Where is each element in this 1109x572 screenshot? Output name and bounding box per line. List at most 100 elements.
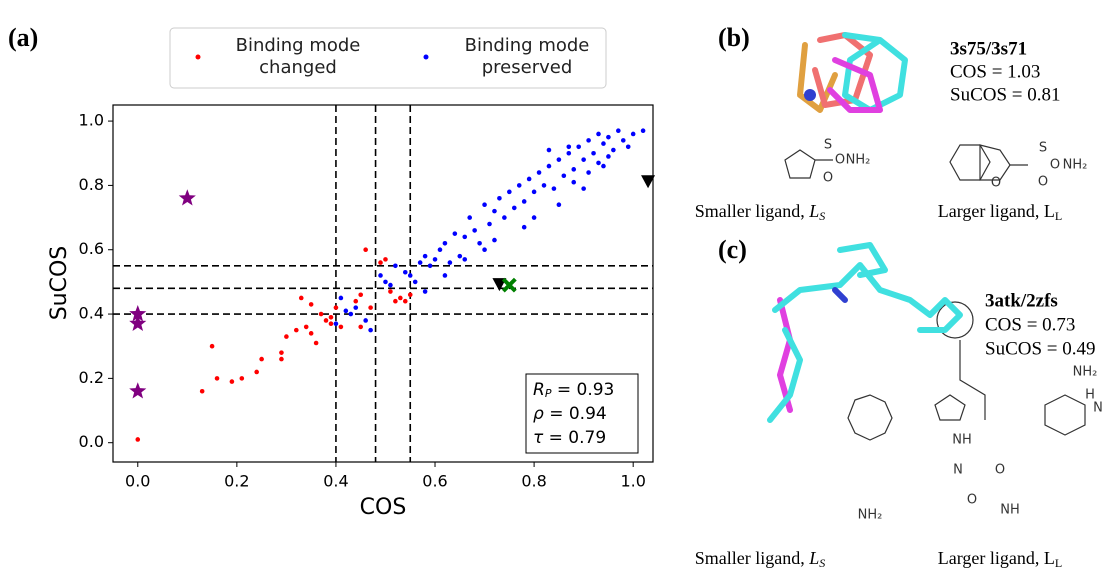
legend-marker	[196, 55, 201, 60]
point	[353, 305, 358, 310]
y-tick-label: 0.6	[79, 239, 104, 258]
point	[527, 177, 532, 182]
y-tick-label: 0.8	[79, 175, 104, 194]
point	[279, 350, 284, 355]
point	[240, 376, 245, 381]
point	[517, 183, 522, 188]
point	[576, 145, 581, 150]
y-axis-label: SuCOS	[47, 246, 72, 321]
x-tick-label: 0.4	[323, 472, 348, 491]
point	[453, 231, 458, 236]
point	[309, 331, 314, 336]
point	[368, 305, 373, 310]
point	[388, 289, 393, 294]
point	[443, 273, 448, 278]
point	[547, 148, 552, 153]
atom-label: O	[1050, 158, 1060, 173]
cos-value: COS = 0.73	[985, 314, 1075, 335]
point	[408, 273, 413, 278]
point	[626, 145, 631, 150]
atom-label: S	[824, 138, 832, 153]
point	[631, 132, 636, 137]
point	[586, 170, 591, 175]
point	[482, 247, 487, 252]
point	[334, 321, 339, 326]
point	[482, 202, 487, 207]
point	[294, 328, 299, 333]
cos-value: COS = 1.03	[950, 61, 1040, 82]
atom-label: O	[823, 171, 833, 186]
atom-label: O	[835, 153, 845, 168]
point	[522, 225, 527, 230]
point	[532, 215, 537, 220]
point	[462, 235, 467, 240]
point	[457, 254, 462, 259]
point	[393, 299, 398, 304]
atom-label: H	[1085, 388, 1095, 403]
point	[581, 157, 586, 162]
point	[210, 344, 215, 349]
point	[348, 312, 353, 317]
point	[611, 148, 616, 153]
stat-label: ρ = 0.94	[533, 404, 607, 424]
point	[542, 183, 547, 188]
stat-value: = 0.94	[544, 404, 607, 424]
point	[507, 190, 512, 195]
point	[586, 138, 591, 143]
point	[641, 128, 646, 133]
point	[378, 273, 383, 278]
panel-label: (b)	[718, 23, 750, 52]
atom-label: O	[991, 176, 1001, 191]
point	[566, 145, 571, 150]
sucos-value: SuCOS = 0.81	[950, 84, 1061, 105]
star-marker	[179, 189, 196, 205]
point	[324, 318, 329, 323]
star-marker	[129, 315, 146, 331]
point	[413, 280, 418, 285]
point	[557, 157, 562, 162]
atom-label: S	[1039, 141, 1047, 156]
figure: (a) COS SuCOS (b) 3s75/3s71 COS = 1.03 S…	[0, 0, 1109, 572]
point	[388, 283, 393, 288]
point	[621, 138, 626, 143]
point	[502, 215, 507, 220]
point	[601, 141, 606, 146]
atom-label: N	[953, 463, 963, 478]
point	[566, 151, 571, 156]
x-axis-label: COS	[360, 495, 407, 520]
star-marker	[129, 382, 146, 398]
point	[135, 437, 140, 442]
stat-value: = 0.79	[543, 428, 606, 448]
legend-marker	[424, 55, 429, 60]
point	[552, 186, 557, 191]
point	[571, 167, 576, 172]
stat-symbol: ρ	[533, 404, 544, 424]
x-tick-label: 1.0	[620, 472, 645, 491]
point	[358, 325, 363, 330]
point	[487, 222, 492, 227]
point	[433, 257, 438, 262]
point	[339, 296, 344, 301]
atom-label: NH₂	[1073, 365, 1098, 380]
point	[319, 312, 324, 317]
panel-label: (a)	[8, 23, 38, 52]
point	[596, 132, 601, 137]
point	[393, 264, 398, 269]
point	[299, 296, 304, 301]
point	[363, 318, 368, 323]
point	[606, 135, 611, 140]
point	[309, 302, 314, 307]
point	[477, 241, 482, 246]
x-tick-label: 0.8	[521, 472, 546, 491]
point	[591, 151, 596, 156]
point	[467, 215, 472, 220]
atom-label: NH₂	[1063, 158, 1088, 173]
ligand-caption: Larger ligand, LL	[938, 201, 1062, 223]
point	[363, 247, 368, 252]
atom-label: NH	[1000, 503, 1020, 518]
point	[492, 238, 497, 243]
sucos-value: SuCOS = 0.49	[985, 338, 1096, 359]
atom-label: NH₂	[846, 153, 871, 168]
panel-title: 3s75/3s71	[950, 38, 1027, 59]
molecule-render	[770, 245, 960, 420]
